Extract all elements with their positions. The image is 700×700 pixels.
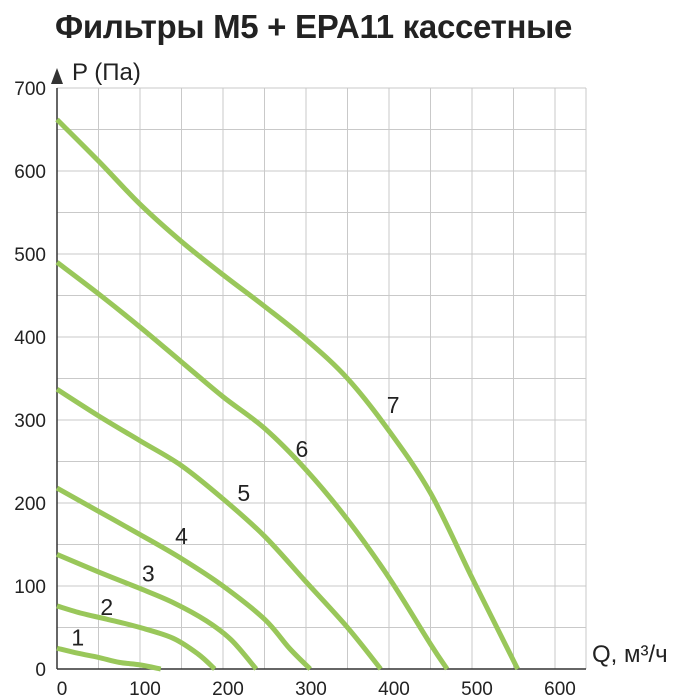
series-line-2 <box>56 603 217 671</box>
series-label-6: 6 <box>295 436 308 462</box>
y-tick-label: 300 <box>14 411 46 432</box>
series-line-5 <box>55 387 383 671</box>
y-tick-label: 100 <box>14 577 46 598</box>
series-line-7 <box>55 117 520 671</box>
y-tick-label: 600 <box>14 162 46 183</box>
y-tick-label: 400 <box>14 328 46 349</box>
series-line-3 <box>56 552 259 671</box>
page-title: Фильтры М5 + EPA11 кассетные <box>55 8 573 45</box>
y-tick-label: 200 <box>14 494 46 515</box>
series-line-4 <box>55 485 312 671</box>
x-tick-label: 500 <box>461 679 493 700</box>
series-label-7: 7 <box>387 392 400 418</box>
series-label-2: 2 <box>100 594 113 620</box>
x-tick-label: 100 <box>129 679 161 700</box>
series-line-1 <box>56 645 162 672</box>
y-tick-label: 0 <box>35 660 46 681</box>
x-tick-label: 300 <box>295 679 327 700</box>
y-axis-arrow <box>51 68 63 84</box>
series-label-3: 3 <box>142 561 155 587</box>
x-tick-label: 0 <box>57 679 68 700</box>
x-tick-label: 200 <box>212 679 244 700</box>
y-axis-label: P (Па) <box>72 59 141 86</box>
x-axis-label: Q, м³/ч <box>592 641 668 668</box>
y-tick-label: 700 <box>14 79 46 100</box>
series-line-6 <box>55 260 450 671</box>
y-tick-label: 500 <box>14 245 46 266</box>
tick-labels: 0 100 200 300 400 500 600 700 0 100 200 300 400 500 60… <box>14 79 576 700</box>
series-label-1: 1 <box>71 624 84 650</box>
axes <box>51 68 586 670</box>
x-tick-label: 400 <box>378 679 410 700</box>
series-lines <box>55 117 520 672</box>
series-label-5: 5 <box>237 480 250 506</box>
x-tick-label: 600 <box>544 679 576 700</box>
grid <box>56 87 587 670</box>
series-label-4: 4 <box>175 523 188 549</box>
